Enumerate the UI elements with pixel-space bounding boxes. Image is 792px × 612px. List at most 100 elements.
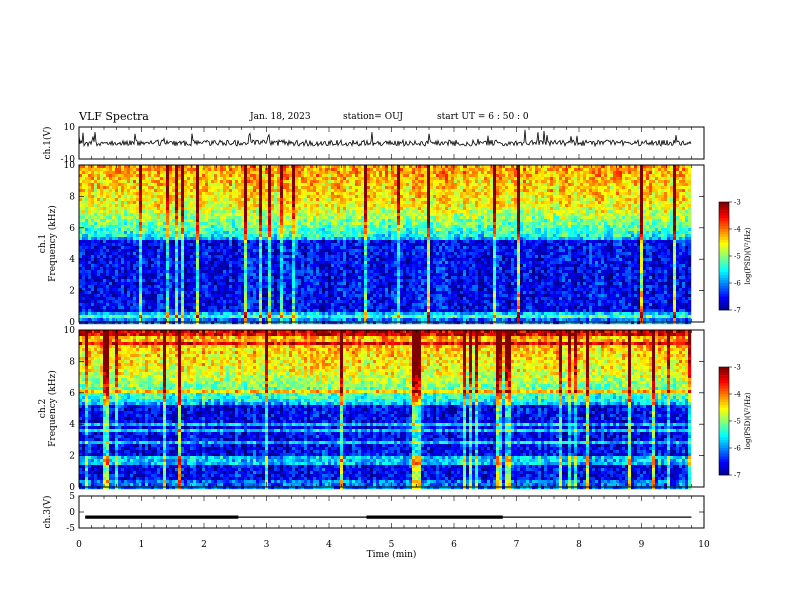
spectrogram-2-colorbar-cell (719, 423, 729, 427)
spectrogram-2-colorbar-cell (719, 388, 729, 392)
spectrogram-1-colorbar-cell (719, 229, 729, 232)
station-label: station= OUJ (343, 112, 403, 122)
spectrogram-1-colorbar-cell (719, 285, 729, 289)
spectrogram-1-ytick-label: 10 (64, 161, 76, 171)
spectrogram-2-colorbar-cell (719, 396, 729, 400)
spectrogram-1-colorbar-cell (719, 239, 729, 243)
spectrogram-1-colorbar-label: log(PSD)(V²/Hz) (744, 227, 752, 284)
spectrogram-1-colorbar-cell (719, 202, 729, 205)
spectrogram-2-colorbar-cell (719, 375, 729, 379)
spectrogram-2-colorbar-cell (719, 383, 729, 387)
waveform-ylabel: ch.1(V) (42, 127, 53, 160)
spectrogram-2-colorbar-cell (719, 377, 729, 381)
spectrogram-2-colorbar-cell (719, 391, 729, 395)
spectrogram-2-ytick-label: 4 (69, 420, 75, 430)
spectrogram-1-colorbar-cell (719, 220, 729, 224)
spectrogram-1-colorbar-cell (719, 283, 729, 286)
spectrogram-1-ytick-label: 8 (69, 192, 75, 202)
spectrogram-1-colorbar-cell (719, 304, 729, 308)
spectrogram-1-colorbar-tick-label: -3 (734, 199, 741, 207)
spectrogram-1-colorbar-cell (719, 269, 729, 273)
ch3-ytick-label: 0 (69, 508, 75, 518)
spectrogram-2-colorbar-cell (719, 472, 729, 476)
spectrogram-1-colorbar-cell (719, 288, 729, 292)
x-tick-label: 3 (264, 540, 270, 550)
spectrogram-2-colorbar-cell (719, 431, 729, 435)
spectrogram-2-colorbar-cell (719, 450, 729, 454)
x-tick-label: 9 (639, 540, 645, 550)
spectrogram-2-ytick-label: 0 (69, 483, 75, 493)
spectrogram-2-colorbar-cell (719, 469, 729, 473)
spectrogram-1-colorbar-cell (719, 207, 729, 211)
spectrogram-2-colorbar-cell (719, 410, 729, 414)
x-tick-label: 2 (201, 540, 207, 550)
spectrogram-2-colorbar-cell (719, 399, 729, 403)
spectrogram-2-colorbar-cell (719, 458, 729, 462)
spectrogram-2-colorbar-tick-label: -5 (734, 418, 741, 426)
spectrogram-1-ylabel: ch.1 (38, 234, 48, 253)
x-tick-label: 8 (576, 540, 582, 550)
spectrogram-1-colorbar-cell (719, 237, 729, 241)
spectrogram-1-colorbar-cell (719, 266, 729, 270)
spectrogram-2-ytick-label: 8 (69, 357, 75, 367)
x-axis-label: Time (min) (367, 549, 417, 560)
spectrogram-1-colorbar-cell (719, 212, 729, 216)
spectrogram-2-image (79, 330, 692, 490)
spectrogram-1-colorbar-cell (719, 231, 729, 235)
spectrogram-2-colorbar-cell (719, 429, 729, 433)
spectrogram-2-colorbar-cell (719, 372, 729, 376)
spectrogram-2-colorbar-cell (719, 407, 729, 411)
x-tick-label: 10 (698, 540, 710, 550)
spectrogram-1-colorbar-cell (719, 274, 729, 278)
ch3-ylabel: ch.3(V) (42, 496, 53, 529)
spectrogram-1-colorbar-cell (719, 264, 729, 268)
spectrogram-2-colorbar-cell (719, 380, 729, 384)
spectrogram-1-colorbar-cell (719, 307, 729, 311)
date-label: Jan. 18, 2023 (250, 112, 311, 122)
x-tick-label: 0 (76, 540, 82, 550)
spectrogram-1-colorbar-cell (719, 218, 729, 222)
x-tick-label: 6 (451, 540, 457, 550)
spectrogram-1-colorbar-cell (719, 256, 729, 259)
spectrogram-2-colorbar-cell (719, 404, 729, 408)
spectrogram-1-colorbar-tick-label: -7 (734, 307, 741, 315)
x-tick-label: 5 (389, 540, 395, 550)
spectrogram-1-ytick-label: 2 (69, 287, 75, 297)
spectrogram-2-colorbar-cell (719, 421, 729, 424)
waveform-trace (78, 129, 692, 148)
ch3-ytick-label: -5 (66, 524, 75, 534)
spectrogram-2-colorbar-cell (719, 453, 729, 457)
spectrogram-1-colorbar-cell (719, 250, 729, 254)
spectrogram-1-colorbar-cell (719, 247, 729, 251)
spectrogram-1-ytick-label: 0 (69, 318, 75, 328)
x-tick-label: 1 (139, 540, 145, 550)
spectrogram-2-ytick-label: 6 (69, 389, 75, 399)
spectrogram-1-colorbar-cell (719, 299, 729, 303)
spectrogram-2-colorbar-tick-label: -3 (734, 364, 741, 372)
start-time-label: start UT = 6 : 50 : 0 (437, 112, 529, 122)
spectrogram-2-colorbar-cell (719, 434, 729, 438)
spectrogram-2-colorbar-cell (719, 442, 729, 446)
spectrogram-1-colorbar-cell (719, 272, 729, 276)
spectrogram-1-image (79, 165, 692, 325)
chart-title: VLF Spectra (79, 110, 149, 123)
spectrogram-1-colorbar-cell (719, 293, 729, 297)
spectrogram-1-colorbar-cell (719, 291, 729, 295)
spectrogram-2-colorbar-tick-label: -7 (734, 472, 741, 480)
spectrogram-1-colorbar-cell (719, 277, 729, 281)
spectrogram-1-colorbar-cell (719, 215, 729, 219)
spectrogram-2-colorbar-tick-label: -4 (734, 391, 741, 399)
spectrogram-1-colorbar-cell (719, 204, 729, 208)
spectrogram-1-colorbar-cell (719, 253, 729, 257)
spectrogram-2-ytick-label: 10 (64, 326, 76, 336)
spectrogram-2-colorbar-cell (719, 418, 729, 422)
spectrogram-2-colorbar-cell (719, 448, 729, 451)
spectrogram-2-colorbar-cell (719, 402, 729, 406)
spectrogram-1-colorbar-cell (719, 234, 729, 238)
spectrogram-1-colorbar-cell (719, 210, 729, 214)
spectrogram-2-colorbar-cell (719, 456, 729, 460)
spectrogram-2-colorbar-cell (719, 367, 729, 370)
spectrogram-2-colorbar-cell (719, 437, 729, 441)
ch3-ytick-label: 5 (69, 492, 75, 502)
